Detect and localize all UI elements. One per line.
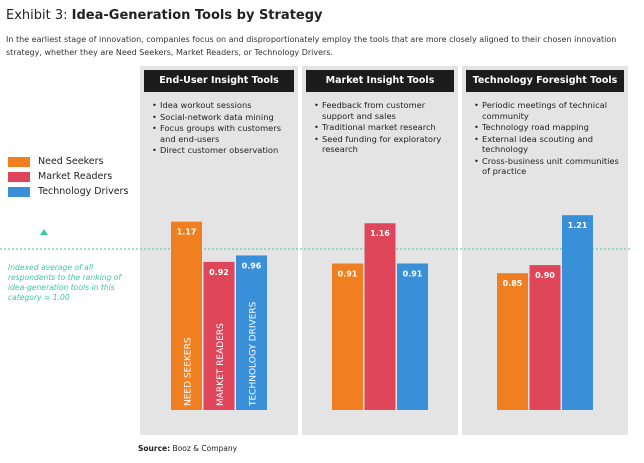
value-label: 1.21 (568, 221, 588, 230)
value-label: 0.90 (535, 271, 555, 280)
value-label: 0.91 (403, 269, 423, 278)
bar (171, 221, 202, 410)
title: Exhibit 3: Idea-Generation Tools by Stra… (6, 8, 323, 23)
bar (236, 255, 267, 410)
panel-header: Market Insight Tools (306, 70, 454, 92)
legend-item: Market Readers (8, 171, 112, 182)
chart-title: Idea-Generation Tools by Strategy (71, 8, 323, 23)
bullet: Focus groups with customers and end-user… (152, 123, 294, 144)
bullet: Cross-business unit communities of pract… (474, 156, 624, 177)
value-label: 0.92 (209, 268, 229, 277)
bullet-list: Periodic meetings of technical community… (472, 100, 624, 178)
value-label: 0.96 (242, 261, 262, 270)
legend-item: Need Seekers (8, 156, 103, 167)
legend-label: Technology Drivers (38, 186, 129, 197)
bullet: Traditional market research (314, 122, 454, 133)
bullet: Feedback from customer support and sales (314, 100, 454, 121)
bar (332, 263, 363, 410)
panel-header: Technology Foresight Tools (466, 70, 624, 92)
legend-label: Market Readers (38, 171, 113, 182)
value-label: 1.17 (177, 228, 197, 237)
exhibit: Exhibit 3: (6, 8, 68, 23)
bullet: Periodic meetings of technical community (474, 100, 624, 121)
bar (397, 263, 428, 410)
bar (203, 261, 235, 410)
legend-item: Technology Drivers (8, 186, 128, 197)
bar-label: TECHNOLOGY DRIVERS (249, 301, 259, 407)
legend-label: Need Seekers (38, 156, 104, 167)
subtitle: In the earliest stage of innovation, com… (6, 35, 617, 57)
reference-marker (40, 229, 48, 235)
bar (562, 215, 593, 410)
bar (364, 223, 396, 410)
bullet: External idea scouting and technology (474, 134, 624, 155)
bar (529, 265, 561, 410)
bullet-list: Feedback from customer support and sales… (312, 100, 454, 156)
bar (497, 273, 528, 410)
value-label: 0.85 (503, 279, 523, 288)
legend-swatch (8, 156, 30, 167)
value-label: 1.16 (370, 229, 390, 238)
bullet: Idea workout sessions (152, 100, 294, 111)
bar-label: NEED SEEKERS (184, 337, 194, 406)
bullet: Social-network data mining (152, 112, 294, 123)
bullet: Direct customer observation (152, 145, 294, 156)
panel-header: End-User Insight Tools (144, 70, 294, 92)
bullet: Technology road mapping (474, 122, 624, 133)
source-label: Source: (138, 444, 171, 453)
bullet: Seed funding for exploratory research (314, 134, 454, 155)
legend-swatch (8, 171, 30, 182)
bar-label: MARKET READERS (216, 323, 226, 406)
source: Source: Booz & Company (138, 444, 237, 453)
source-text: Booz & Company (172, 444, 238, 453)
bullet-list: Idea workout sessionsSocial-network data… (150, 100, 294, 157)
value-label: 0.91 (338, 269, 358, 278)
legend-swatch (8, 186, 30, 197)
reference-annotation: Indexed average of all respondents to th… (8, 263, 122, 302)
